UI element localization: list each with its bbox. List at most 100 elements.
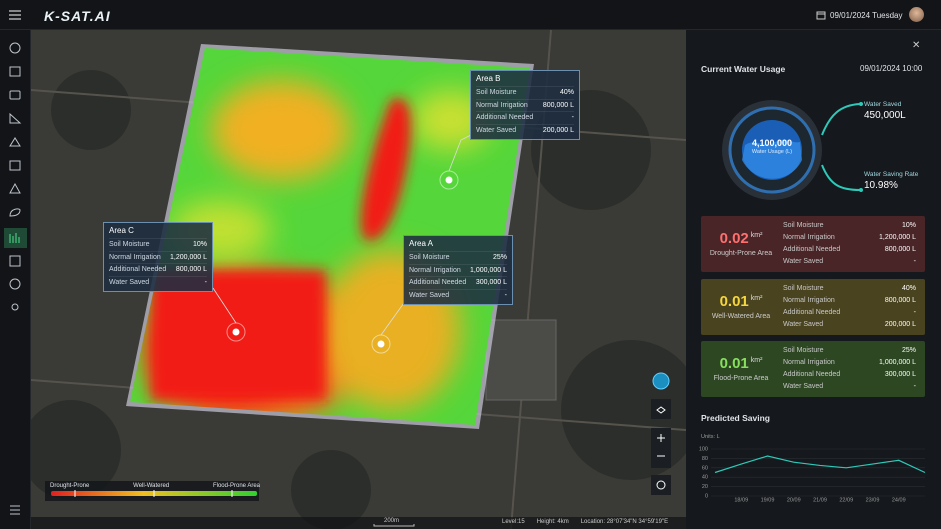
nav-icon[interactable] <box>9 42 21 54</box>
nav-icon[interactable] <box>9 112 22 124</box>
legend-label: Well-Watered <box>133 483 170 489</box>
row-value: - <box>913 258 916 265</box>
legend-label: Flood-Prone Area <box>212 483 260 489</box>
card-row: Soil Moisture 25% <box>783 347 916 354</box>
status-bar: Level:15 Height: 4km Location: 28°07'34"N … <box>502 519 668 525</box>
card-row: Soil Moisture 40% <box>783 285 916 292</box>
card-row: Normal Irrigation 1,200,000 L <box>783 234 916 241</box>
row-value: 25% <box>492 254 507 261</box>
row-value: 200,000 L <box>884 320 916 328</box>
area-popup: Area B Soil Moisture 40% Normal Irrigation 8… <box>470 70 580 140</box>
row-label: Normal Irrigation <box>476 101 528 109</box>
card-row: Additional Needed 300,000 L <box>783 371 916 378</box>
row-label: Normal Irrigation <box>409 266 461 274</box>
row-label: Soil Moisture <box>783 347 824 354</box>
row-label: Soil Moisture <box>476 89 517 96</box>
nav-icon[interactable] <box>9 182 21 194</box>
rate-label: Water Saving Rate <box>864 171 919 178</box>
row-value: 40% <box>901 284 916 292</box>
card-value: 0.01 <box>719 292 749 310</box>
nav-icon[interactable] <box>9 208 21 217</box>
row-label: Normal Irrigation <box>783 359 835 366</box>
popup-title: Area C <box>109 226 134 235</box>
card-value: 0.02 <box>719 230 749 247</box>
y-tick-label: 80 <box>702 456 708 462</box>
card-row: Normal Irrigation 1,000,000 L <box>783 359 916 366</box>
row-label: Additional Needed <box>409 279 467 286</box>
card-row: Normal Irrigation 800,000 L <box>783 297 916 304</box>
status-item: Height: 4km <box>536 519 569 525</box>
area-card: 0.01 km² Well-Watered Area Soil Moisture 40%… <box>701 278 925 335</box>
row-value: 10% <box>192 241 207 248</box>
layers-button[interactable] <box>651 399 671 419</box>
usage-gauge <box>722 100 863 200</box>
card-value-wrap: 0.02 km² <box>701 230 781 247</box>
status-item: Location: 28°07'34"N 34°59'19"E <box>580 519 669 525</box>
row-label: Normal Irrigation <box>783 234 835 241</box>
nav-icon[interactable] <box>9 278 21 290</box>
logo: K-SAT.AI <box>44 8 111 24</box>
nav-icon[interactable] <box>9 66 21 77</box>
scale-label: 200m <box>384 518 400 524</box>
row-label: Normal Irrigation <box>109 253 161 261</box>
legend-label: Drought-Prone <box>50 483 90 489</box>
row-value: 800,000 L <box>884 246 916 253</box>
row-value: 300,000 L <box>475 279 507 286</box>
card-row: Additional Needed 800,000 L <box>783 246 916 253</box>
card-unit: km² <box>750 294 763 302</box>
row-label: Water Saved <box>783 258 824 265</box>
popup-row: Additional Needed 300,000 L <box>409 276 507 289</box>
row-value: 800,000 L <box>542 101 574 109</box>
compass-button[interactable] <box>651 475 671 495</box>
popup-row: Additional Needed - <box>476 111 574 124</box>
close-button[interactable]: ✕ <box>912 40 921 51</box>
x-tick-label: 19/09 <box>761 497 775 503</box>
row-value: 300,000 L <box>884 371 916 378</box>
x-tick-label: 18/09 <box>734 497 748 503</box>
row-label: Additional Needed <box>783 246 841 253</box>
row-value: - <box>913 308 916 316</box>
row-label: Soil Moisture <box>783 284 824 292</box>
nav-icon[interactable] <box>10 505 20 515</box>
x-tick-label: 20/09 <box>787 497 801 503</box>
y-tick-label: 100 <box>699 446 708 452</box>
menu-icon[interactable] <box>8 9 22 21</box>
date: 09/01/2024 Tuesday <box>830 11 903 20</box>
card-unit: km² <box>750 232 763 239</box>
row-value: - <box>571 114 574 121</box>
nav-icon[interactable] <box>9 137 21 147</box>
locate-button[interactable] <box>652 372 670 390</box>
row-label: Additional Needed <box>783 308 841 316</box>
row-label: Water Saved <box>476 126 517 134</box>
avatar[interactable] <box>909 7 924 22</box>
nav-icon[interactable] <box>9 233 20 243</box>
data-line <box>714 455 926 474</box>
calendar-icon <box>816 11 826 20</box>
row-value: 800,000 L <box>884 296 916 304</box>
row-value: 800,000 L <box>175 266 207 273</box>
usage-label: Water Usage (L) <box>751 149 793 155</box>
row-value: 1,000,000 L <box>879 359 916 366</box>
row-label: Soil Moisture <box>783 222 824 229</box>
x-tick-label: 22/09 <box>839 497 853 503</box>
row-value: 40% <box>559 89 574 96</box>
y-tick-label: 40 <box>702 475 708 481</box>
popup-row: Water Saved 200,000 L <box>476 123 574 137</box>
y-tick-label: 20 <box>702 484 708 490</box>
zoom-controls[interactable] <box>651 428 671 468</box>
row-value: 10% <box>901 222 916 229</box>
nav-icon[interactable] <box>9 90 21 100</box>
nav-icon[interactable] <box>9 160 21 171</box>
card-name: Drought-Prone Area <box>709 250 773 257</box>
legend: Drought-Prone Well-Watered Flood-Prone Are… <box>50 483 260 489</box>
card-value-wrap: 0.01 km² <box>701 355 781 372</box>
row-label: Additional Needed <box>476 114 534 121</box>
nav-icon[interactable] <box>9 255 21 267</box>
area-card: 0.01 km² Flood-Prone Area Soil Moisture 25% N… <box>701 341 925 397</box>
row-label: Additional Needed <box>109 266 167 273</box>
x-tick-label: 23/09 <box>866 497 880 503</box>
nav-icon[interactable] <box>11 303 19 311</box>
row-label: Water Saved <box>109 278 150 286</box>
panel-time: 09/01/2024 10:00 <box>860 64 923 73</box>
popup-title: Area A <box>409 239 434 248</box>
